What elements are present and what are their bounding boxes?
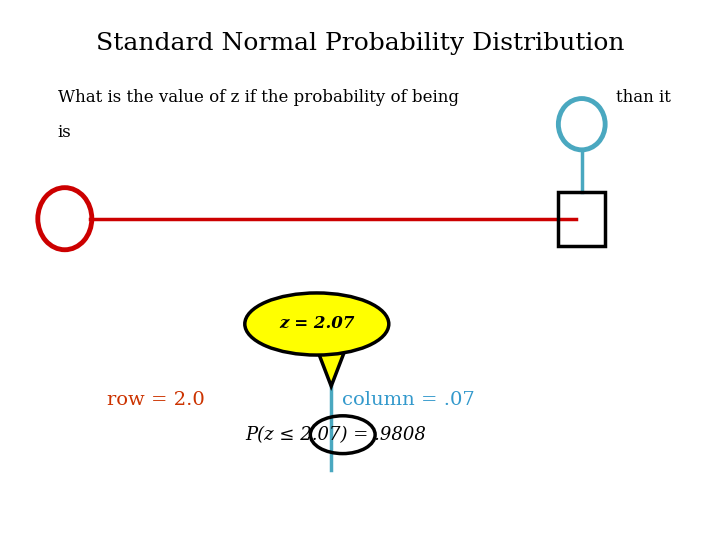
Text: is: is: [58, 124, 71, 141]
Text: than it: than it: [616, 89, 670, 106]
Text: z = 2.07: z = 2.07: [279, 315, 354, 333]
Polygon shape: [318, 352, 344, 386]
Text: Standard Normal Probability Distribution: Standard Normal Probability Distribution: [96, 32, 624, 55]
Ellipse shape: [245, 293, 389, 355]
Text: P(z ≤ 2.07) = .9808: P(z ≤ 2.07) = .9808: [245, 426, 426, 444]
Text: column = .07: column = .07: [342, 390, 474, 409]
Text: row = 2.0: row = 2.0: [107, 390, 205, 409]
Text: What is the value of z if the probability of being: What is the value of z if the probabilit…: [58, 89, 459, 106]
